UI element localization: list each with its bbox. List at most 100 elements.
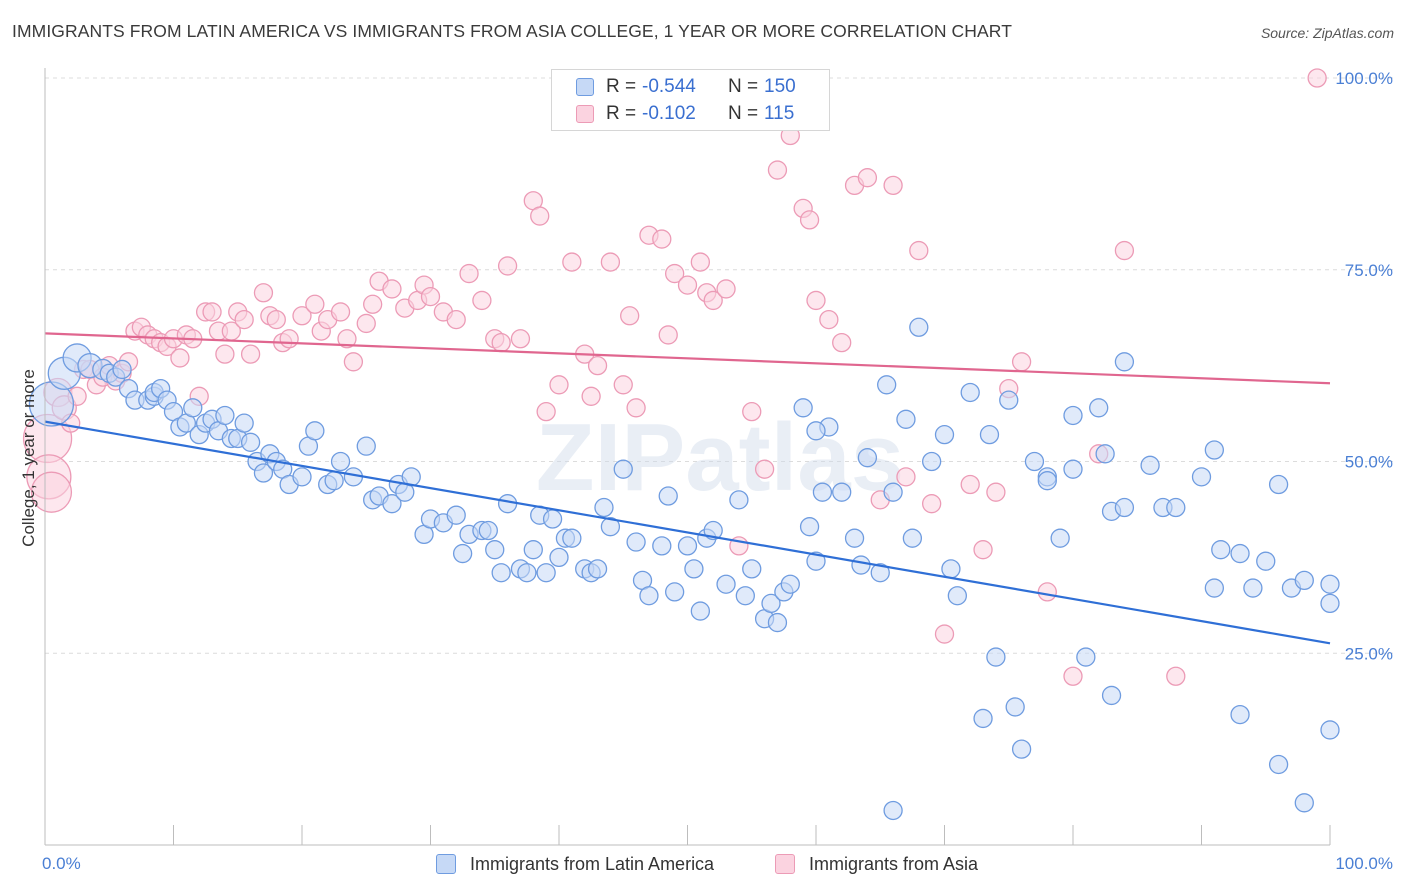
trend-line-asia [44, 332, 1331, 385]
latam-point [1230, 543, 1250, 564]
latam-point [324, 471, 344, 491]
tick-labels: 25.0% 50.0% 75.0% 100.0% 0.0% 100.0% [42, 69, 1393, 873]
latam-point [594, 497, 614, 518]
latam-point [523, 540, 543, 560]
latam-point [1114, 497, 1135, 518]
latam-point [613, 459, 633, 479]
latam-point [542, 509, 563, 529]
latam-point [979, 425, 1000, 445]
n-label: N = [728, 76, 759, 97]
asia-point [806, 290, 826, 311]
r-value: -0.544 [642, 76, 696, 97]
latam-point [452, 543, 473, 564]
latam-point [1256, 551, 1276, 571]
latam-point [183, 398, 203, 418]
asia-point [30, 471, 73, 513]
latam-point [1063, 459, 1083, 479]
latam-point [1191, 467, 1212, 487]
asia-point [909, 240, 929, 261]
latam-point [1037, 471, 1057, 491]
latam-point [799, 517, 820, 537]
bottom-legend-swatch-pink [775, 854, 795, 874]
asia-point [658, 325, 678, 345]
latam-point [330, 451, 351, 472]
y-tick-label: 50.0% [1345, 453, 1393, 472]
asia-point [1011, 352, 1032, 372]
latam-point [934, 425, 955, 445]
asia-point [703, 290, 723, 311]
bottom-legend-swatch-blue [436, 854, 456, 874]
latam-point [600, 517, 621, 537]
latam-point [909, 317, 929, 337]
latam-point [305, 421, 325, 441]
asia-point [922, 494, 942, 514]
asia-point [459, 263, 479, 284]
latam-point [652, 536, 672, 556]
asia-point [292, 306, 312, 326]
asia-point [896, 467, 916, 487]
asia-point [665, 263, 685, 284]
latam-point [253, 463, 274, 483]
asia-point [337, 329, 357, 349]
latam-point [793, 398, 813, 418]
latam-point [446, 505, 466, 525]
asia-point [1037, 582, 1057, 602]
r-value: -0.102 [642, 103, 696, 124]
asia-point [581, 386, 601, 406]
latam-point [639, 586, 659, 606]
asia-point [382, 279, 402, 299]
asia-point [202, 302, 222, 322]
asia-point [510, 329, 531, 349]
latam-point [1011, 739, 1032, 759]
latam-point [1005, 697, 1025, 717]
asia-point [626, 398, 646, 418]
latam-point [832, 482, 852, 502]
latam-point [1243, 578, 1263, 598]
latam-point [780, 574, 800, 594]
asia-point [491, 332, 511, 353]
asia-point [240, 344, 261, 364]
latam-point [729, 490, 749, 510]
latam-point [1294, 570, 1314, 591]
y-tick-label: 100.0% [1335, 69, 1393, 88]
trend-line-latam [44, 420, 1331, 645]
asia-point [1063, 666, 1083, 686]
latam-point [870, 563, 890, 583]
latam-point [292, 467, 312, 487]
latam-point [1268, 474, 1289, 495]
latam-point [517, 563, 537, 583]
asia-point [754, 459, 775, 479]
latam-point [735, 586, 755, 606]
asia-point [234, 309, 254, 330]
latam-point [497, 494, 518, 514]
asia-point [530, 206, 550, 226]
n-value: 115 [764, 103, 795, 124]
latam-point [767, 612, 788, 633]
latam-point [1204, 440, 1224, 460]
latam-point [1320, 593, 1340, 614]
latam-point [812, 482, 833, 502]
latam-point [1076, 647, 1096, 667]
latam-point [549, 547, 569, 568]
asia-point [356, 313, 376, 334]
legend-swatch-blue [576, 78, 594, 96]
latam-point [491, 563, 511, 583]
axes [44, 68, 1331, 846]
asia-point [716, 279, 736, 299]
latam-point [999, 390, 1019, 410]
latam-point [382, 494, 402, 514]
latam-point [857, 448, 878, 468]
latam-point [1050, 528, 1070, 548]
asia-point [600, 252, 621, 272]
latam-point [562, 528, 582, 548]
latam-point [112, 359, 132, 380]
r-label: R = [606, 76, 637, 97]
latam-point [478, 520, 498, 541]
asia-point [960, 474, 980, 495]
bottom-legend-latam: Immigrants from Latin America [436, 851, 714, 877]
asia-point [253, 283, 274, 303]
chart-title: IMMIGRANTS FROM LATIN AMERICA VS IMMIGRA… [12, 21, 1013, 41]
trend-lines [44, 332, 1331, 645]
bottom-legend-asia: Immigrants from Asia [775, 851, 978, 877]
asia-point [652, 229, 672, 249]
